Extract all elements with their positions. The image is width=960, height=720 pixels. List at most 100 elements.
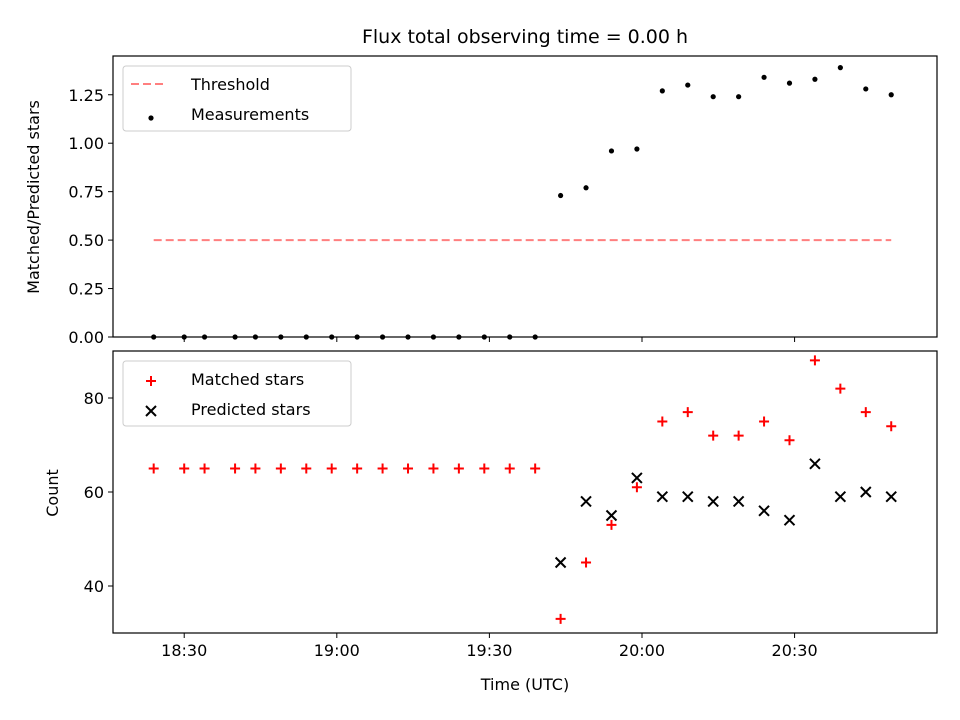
matched-star-point: [784, 435, 795, 446]
measurement-point: [329, 334, 335, 340]
matched-star-point: [148, 463, 159, 474]
legend-label: Measurements: [191, 105, 309, 124]
legend-label: Threshold: [190, 75, 270, 94]
matched-star-point: [886, 421, 897, 432]
matched-star-point: [326, 463, 337, 474]
y-tick-label: 1.00: [68, 134, 104, 153]
predicted-star-point: [580, 495, 592, 508]
x-tick-label: 20:00: [619, 641, 665, 660]
legend-label: Predicted stars: [191, 400, 311, 419]
matched-star-point: [403, 463, 414, 474]
matched-star-point: [453, 463, 464, 474]
matched-star-point: [530, 463, 541, 474]
y-tick-label: 80: [84, 389, 104, 408]
matched-star-point: [479, 463, 490, 474]
measurement-point: [481, 334, 487, 340]
y-tick-label: 60: [84, 483, 104, 502]
matched-star-point: [230, 463, 241, 474]
matched-star-point: [555, 613, 566, 624]
measurement-point: [736, 94, 742, 100]
top-y-axis-label: Matched/Predicted stars: [24, 100, 43, 294]
legend-predicted-swatch: [145, 405, 157, 417]
measurement-point: [181, 334, 187, 340]
measurement-point: [863, 86, 869, 92]
top-panel: 0.00 0.25 0.50 0.75 1.00 1.25 Threshold Measure…: [68, 55, 938, 347]
legend-measurement-swatch: [148, 115, 154, 121]
predicted-star-point: [605, 509, 618, 522]
y-tick-label: 0.00: [68, 328, 104, 347]
predicted-star-point: [885, 490, 897, 503]
bottom-panel: 40 60 80 18:30 19:00 19:30 20:00 20:30 Matched s…: [84, 350, 938, 660]
measurement-point: [232, 334, 238, 340]
x-tick-label: 18:30: [161, 641, 207, 660]
measurement-point: [710, 94, 716, 100]
matched-star-point: [250, 463, 261, 474]
matched-star-point: [708, 430, 719, 441]
x-tick-label: 19:00: [314, 641, 360, 660]
matched-star-point: [301, 463, 312, 474]
matched-star-point: [199, 463, 210, 474]
y-tick-label: 0.50: [68, 231, 104, 250]
measurement-point: [303, 334, 309, 340]
predicted-star-point: [631, 472, 643, 484]
legend-matched-swatch: [146, 376, 156, 386]
matched-star-point: [352, 463, 363, 474]
measurement-point: [685, 82, 691, 88]
measurement-point: [405, 334, 411, 340]
matched-star-point: [657, 416, 668, 427]
matched-star-point: [606, 519, 617, 530]
predicted-star-point: [834, 490, 847, 503]
predicted-star-point: [707, 495, 719, 508]
matched-star-point: [682, 407, 693, 418]
matched-star-point: [275, 463, 286, 474]
legend-label: Matched stars: [191, 370, 304, 389]
measurement-point: [456, 334, 462, 340]
measurement-point: [659, 88, 665, 94]
legend: [122, 360, 352, 427]
measurement-point: [201, 334, 208, 340]
predicted-star-point: [860, 486, 872, 498]
measurement-point: [278, 334, 284, 340]
predicted-star-point: [732, 495, 745, 508]
measurement-point: [252, 334, 259, 340]
y-tick-label: 0.25: [68, 280, 104, 299]
measurement-point: [379, 334, 386, 340]
plot-frame: [112, 55, 938, 338]
measurement-point: [354, 334, 360, 340]
matched-star-point: [428, 463, 439, 474]
matched-star-point: [835, 383, 846, 394]
y-tick-label: 40: [84, 577, 104, 596]
measurement-point: [761, 74, 767, 80]
legend: [122, 65, 352, 132]
matched-star-point: [504, 463, 515, 474]
matched-star-point: [631, 482, 642, 493]
x-axis-label: Time (UTC): [480, 675, 569, 694]
matched-star-point: [377, 463, 388, 474]
x-tick-label: 20:30: [772, 641, 818, 660]
y-tick-label: 0.75: [68, 183, 104, 202]
measurement-point: [608, 148, 615, 154]
predicted-star-point: [682, 490, 694, 503]
matched-star-point: [860, 407, 871, 418]
x-tick-label: 19:30: [466, 641, 512, 660]
measurement-point: [634, 146, 640, 152]
predicted-star-point: [656, 490, 669, 503]
measurement-point: [583, 185, 589, 191]
y-tick-label: 1.25: [68, 86, 104, 105]
matched-star-point: [733, 430, 744, 441]
measurement-point: [532, 334, 538, 340]
measurement-point: [786, 80, 793, 86]
measurement-point: [507, 334, 513, 340]
measurement-point: [837, 65, 843, 71]
matched-star-point: [581, 557, 592, 568]
measurement-point: [430, 334, 437, 340]
predicted-star-point: [783, 514, 796, 526]
predicted-star-point: [758, 505, 770, 517]
measurement-point: [888, 92, 894, 98]
chart-title: Flux total observing time = 0.00 h: [362, 26, 688, 48]
matched-star-point: [809, 355, 820, 366]
predicted-star-point: [809, 458, 821, 470]
matched-star-point: [179, 463, 190, 474]
measurement-point: [151, 334, 157, 340]
